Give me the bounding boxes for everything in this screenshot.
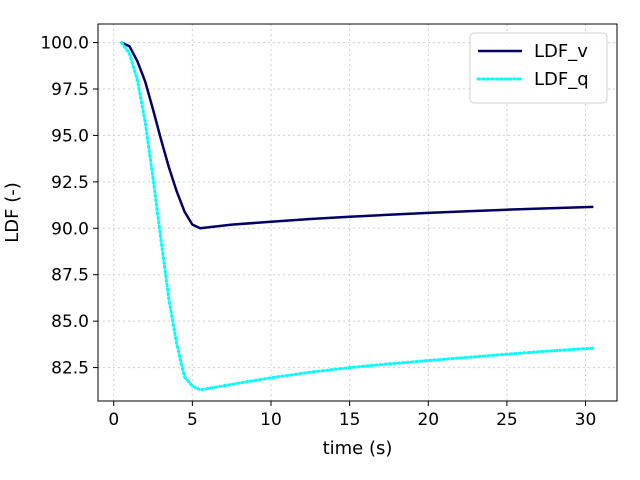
y-tick-label: 90.0 [51,219,89,239]
y-axis-ticks: 82.5 85.0 87.5 90.0 92.5 95.0 97.5 100.0 [40,34,98,379]
y-tick-label: 85.0 [51,312,89,332]
x-tick-label: 5 [187,410,198,430]
x-tick-label: 15 [339,410,361,430]
y-tick-label: 97.5 [51,80,89,100]
series-line-ldf-v [121,41,594,230]
x-axis-ticks: 0 5 10 15 20 25 30 [108,401,596,430]
y-axis-label: LDF (-) [2,182,23,243]
y-tick-label: 95.0 [51,126,89,146]
x-tick-label: 0 [108,410,119,430]
series-lines [120,41,595,392]
series-line-ldf-q [120,41,595,392]
x-tick-label: 10 [260,410,282,430]
y-tick-label: 92.5 [51,173,89,193]
legend: LDF_v LDF_q [469,32,608,104]
y-tick-label: 82.5 [51,359,89,379]
y-tick-label: 100.0 [40,34,89,54]
legend-label: LDF_v [534,41,588,62]
grid-lines [98,24,617,401]
legend-label: LDF_q [534,69,589,90]
x-axis-label: time (s) [323,438,393,459]
y-tick-label: 87.5 [51,266,89,286]
x-tick-label: 30 [575,410,597,430]
x-tick-label: 20 [417,410,439,430]
plot-frame [97,23,618,402]
x-tick-label: 25 [496,410,518,430]
